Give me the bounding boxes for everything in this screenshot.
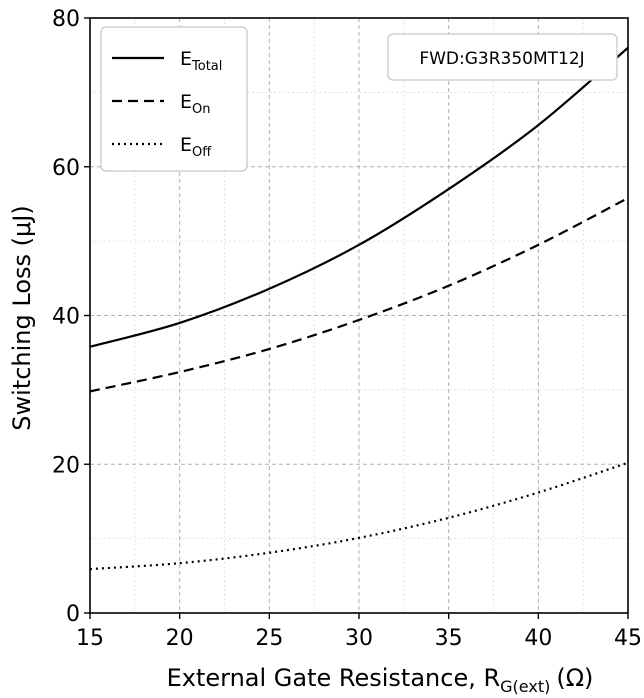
y-axis-label: Switching Loss (μJ)	[8, 205, 36, 430]
legend-label-sub: Off	[192, 145, 212, 160]
series-line-total	[89, 46, 629, 348]
x-axis-label-unit: (Ω)	[556, 664, 593, 692]
y-tick-label: 80	[52, 7, 80, 32]
x-tick-label: 20	[166, 626, 194, 651]
x-tick-label: 35	[435, 626, 463, 651]
legend-label-sub: Total	[191, 59, 222, 74]
legend-label-on: EOn	[180, 91, 211, 117]
y-tick-label: 40	[52, 305, 80, 330]
x-axis-label-main: External Gate Resistance, R	[167, 664, 501, 692]
y-tick-label: 0	[66, 602, 80, 627]
annotation-text: FWD:G3R350MT12J	[419, 49, 584, 69]
y-tick-label: 60	[52, 156, 80, 181]
legend-box	[100, 26, 248, 172]
device-annotation: FWD:G3R350MT12J	[387, 33, 618, 81]
x-tick-label: 40	[524, 626, 552, 651]
annotation-box	[387, 33, 618, 81]
series-line-on	[89, 197, 629, 393]
legend-label-sub: On	[192, 102, 210, 117]
x-axis-label-sub: G(ext)	[500, 677, 550, 696]
series-line-off	[89, 461, 629, 571]
legend-label-main: E	[180, 91, 192, 113]
x-axis-label: External Gate Resistance, RG(ext) (Ω)	[167, 664, 594, 696]
axis-ticks: 15 20 25 30 35 40 45 0 20 40 60 80	[52, 7, 642, 651]
legend-label-main: E	[180, 48, 192, 70]
x-tick-label: 45	[614, 626, 642, 651]
x-tick-label: 30	[345, 626, 373, 651]
legend-label-main: E	[180, 134, 192, 156]
x-tick-label: 25	[255, 626, 283, 651]
series-layer	[89, 46, 629, 571]
legend-label-off: EOff	[180, 134, 212, 160]
y-tick-label: 20	[52, 453, 80, 478]
legend-label-total: ETotal	[180, 48, 222, 74]
x-tick-label: 15	[76, 626, 104, 651]
